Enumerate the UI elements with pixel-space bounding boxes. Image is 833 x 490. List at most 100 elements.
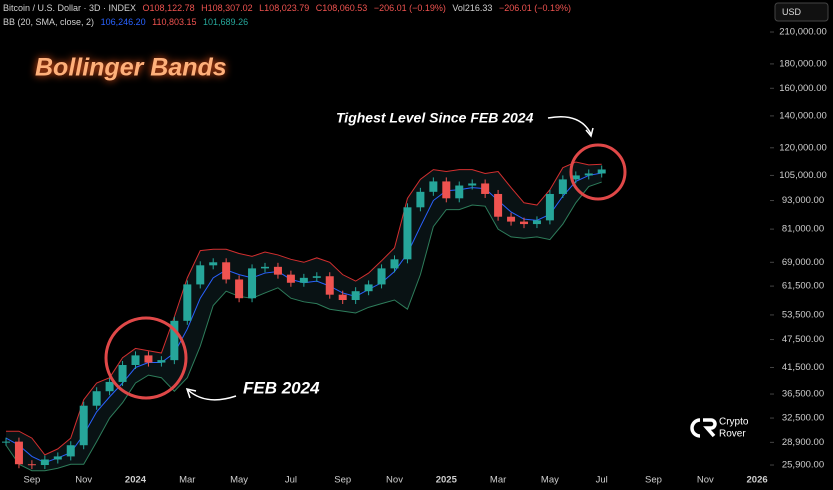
candle xyxy=(390,259,399,269)
candle xyxy=(545,193,554,221)
header-line: BB (20, SMA, close, 2) 106,246.20 110,80… xyxy=(3,17,252,27)
volume: Vol216.33 xyxy=(452,3,493,13)
y-tick-label: 120,000.00 xyxy=(779,142,827,153)
candle xyxy=(338,294,347,301)
candle xyxy=(196,265,205,285)
chart-title: Bollinger Bands xyxy=(35,54,227,82)
candle xyxy=(364,284,373,292)
arrow-head xyxy=(585,127,594,138)
x-tick-label: 2026 xyxy=(747,475,768,486)
x-tick-label: Nov xyxy=(386,475,403,486)
change: −206.01 (−0.19%) xyxy=(373,3,446,13)
candle xyxy=(442,181,451,199)
y-tick-label: 93,000.00 xyxy=(782,195,824,206)
candle xyxy=(558,179,567,194)
candle xyxy=(261,266,269,269)
candle xyxy=(286,274,295,283)
candle xyxy=(429,181,438,192)
x-tick-label: May xyxy=(230,475,248,486)
candle xyxy=(377,268,386,285)
y-tick-label: 47,500.00 xyxy=(782,334,824,345)
band-line xyxy=(5,181,602,472)
y-tick-label: 160,000.00 xyxy=(779,83,827,94)
candle xyxy=(2,441,10,443)
highlight-circle xyxy=(104,316,188,400)
currency[interactable]: USD xyxy=(782,7,802,17)
candle xyxy=(53,456,62,460)
candle xyxy=(144,355,153,363)
currency-box[interactable] xyxy=(774,2,829,22)
candle xyxy=(235,279,244,299)
candle xyxy=(40,459,49,466)
y-tick-label: 180,000.00 xyxy=(779,58,827,69)
indicator-value: 101,689.26 xyxy=(203,17,249,27)
y-tick-label: 61,500.00 xyxy=(782,281,824,292)
candle xyxy=(157,360,166,363)
y-tick-label: 41,500.00 xyxy=(782,362,824,373)
candle xyxy=(597,169,606,174)
watermark-text: Rover xyxy=(719,429,746,440)
candle xyxy=(66,445,75,457)
y-tick-label: 140,000.00 xyxy=(779,110,827,121)
x-tick-label: Sep xyxy=(645,475,662,486)
x-tick-label: Sep xyxy=(23,475,40,486)
logo xyxy=(690,418,717,438)
candle xyxy=(481,183,490,194)
x-tick-label: Mar xyxy=(490,475,506,486)
candle xyxy=(351,291,360,301)
candle xyxy=(325,276,334,295)
highlight-circle xyxy=(569,143,627,201)
x-tick-label: May xyxy=(541,475,559,486)
volume-change: −206.01 (−0.19%) xyxy=(498,3,572,13)
symbol: Bitcoin / U.S. Dollar · 3D · INDEX xyxy=(3,3,137,13)
x-tick-label: 2025 xyxy=(436,475,458,486)
ohlc: C108,060.53 xyxy=(315,3,368,13)
y-tick-label: 105,000.00 xyxy=(779,170,827,181)
candle xyxy=(105,381,114,392)
x-tick-label: Nov xyxy=(75,475,92,486)
y-tick-label: 81,000.00 xyxy=(782,224,824,235)
x-tick-label: Nov xyxy=(697,475,714,486)
candle xyxy=(273,266,282,275)
header-line: Bitcoin / U.S. Dollar · 3D · INDEX O108,… xyxy=(3,3,575,13)
indicator-value: 110,803.15 xyxy=(152,17,197,27)
candle xyxy=(27,464,36,466)
x-tick-label: Jul xyxy=(596,475,608,486)
y-tick-label: 25,900.00 xyxy=(782,460,824,471)
y-tick-label: 28,900.00 xyxy=(782,437,824,448)
indicator: BB (20, SMA, close, 2) xyxy=(3,17,95,27)
candle xyxy=(248,268,257,299)
candle xyxy=(520,221,528,225)
candle xyxy=(209,262,218,266)
candle xyxy=(584,173,593,176)
annotation: FEB 2024 xyxy=(243,378,320,397)
candle xyxy=(416,191,425,208)
candle xyxy=(507,216,516,222)
candle xyxy=(118,365,127,382)
annotation: Tighest Level Since FEB 2024 xyxy=(336,110,534,126)
candle xyxy=(494,193,503,217)
candle xyxy=(312,276,321,278)
y-tick-label: 210,000.00 xyxy=(779,27,827,38)
price-axis xyxy=(770,0,833,490)
candle xyxy=(299,277,308,283)
candle xyxy=(468,183,477,186)
arrow xyxy=(547,116,592,135)
ohlc: L108,023.79 xyxy=(259,3,310,13)
watermark: Crypto Rover xyxy=(690,417,749,440)
x-tick-label: Sep xyxy=(334,475,351,486)
candle xyxy=(14,441,23,465)
y-tick-label: 32,500.00 xyxy=(782,413,824,424)
x-tick-label: Mar xyxy=(179,475,195,486)
ohlc: H108,307.02 xyxy=(201,3,253,13)
candle xyxy=(532,220,541,225)
candle xyxy=(170,320,179,361)
watermark-text: Crypto xyxy=(719,417,749,428)
arrow xyxy=(187,389,237,401)
candle xyxy=(222,262,231,280)
candle xyxy=(455,185,464,199)
indicator-value: 106,246.20 xyxy=(100,17,146,27)
